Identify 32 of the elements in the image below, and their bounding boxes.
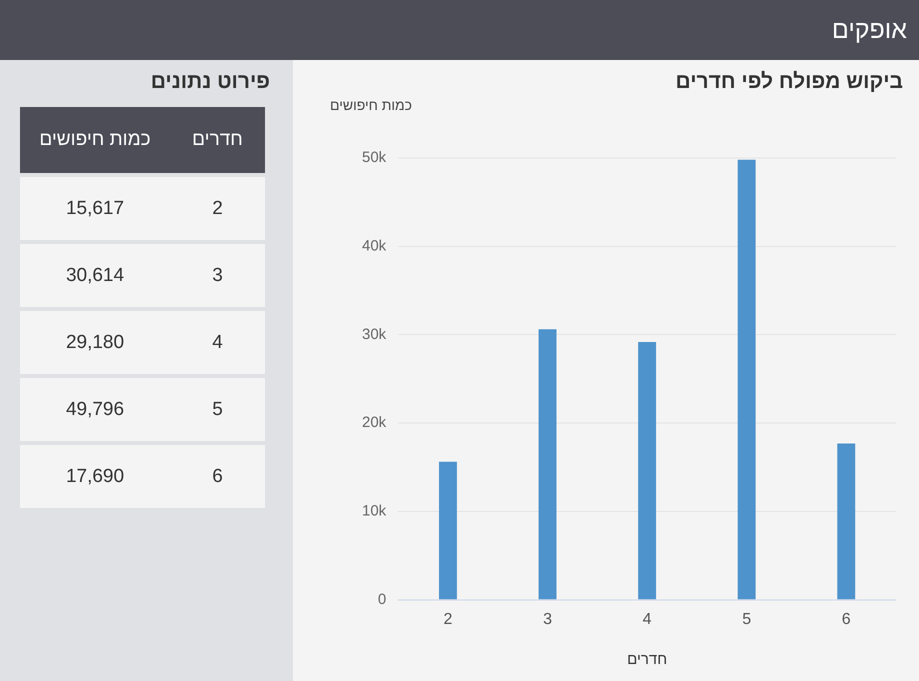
bar	[439, 462, 457, 600]
x-tick-label: 5	[742, 610, 752, 628]
y-axis-title: חדרים	[192, 129, 243, 151]
y-tick-label: 5	[212, 398, 223, 420]
y-tick-label: 20k	[362, 414, 387, 432]
y-tick-label: 10k	[362, 502, 387, 520]
data-label: 49,796	[66, 398, 124, 420]
y-tick-label: 3	[212, 264, 223, 286]
x-tick-label: 2	[444, 610, 453, 628]
y-tick-label: 50k	[362, 149, 387, 166]
bar	[738, 160, 756, 600]
bar	[638, 342, 656, 600]
y-tick-label: 4	[212, 332, 223, 354]
y-tick-label: 40k	[362, 238, 387, 254]
text: אופקים	[832, 15, 907, 45]
chart-title: פירוט נתונים	[150, 69, 270, 95]
data-label: 17,690	[66, 466, 124, 488]
x-axis-title: חדרים	[627, 651, 668, 668]
y-axis-title: כמות חיפושים	[330, 96, 412, 114]
y-tick-label: 2	[212, 198, 223, 220]
y-tick-label: 6	[212, 466, 223, 488]
x-tick-label: 3	[543, 610, 552, 628]
data-label: 15,617	[66, 198, 124, 220]
x-tick-label: 6	[842, 610, 851, 628]
y-tick-label: 30k	[362, 326, 387, 343]
data-label: 29,180	[66, 332, 124, 354]
bar	[538, 329, 556, 600]
bar	[837, 443, 856, 600]
y-tick-label: 0	[378, 590, 386, 608]
x-tick-label: 4	[642, 610, 652, 628]
data-label: 30,614	[66, 264, 124, 286]
chart-title: ביקוש מפולח לפי חדרים	[675, 69, 903, 95]
